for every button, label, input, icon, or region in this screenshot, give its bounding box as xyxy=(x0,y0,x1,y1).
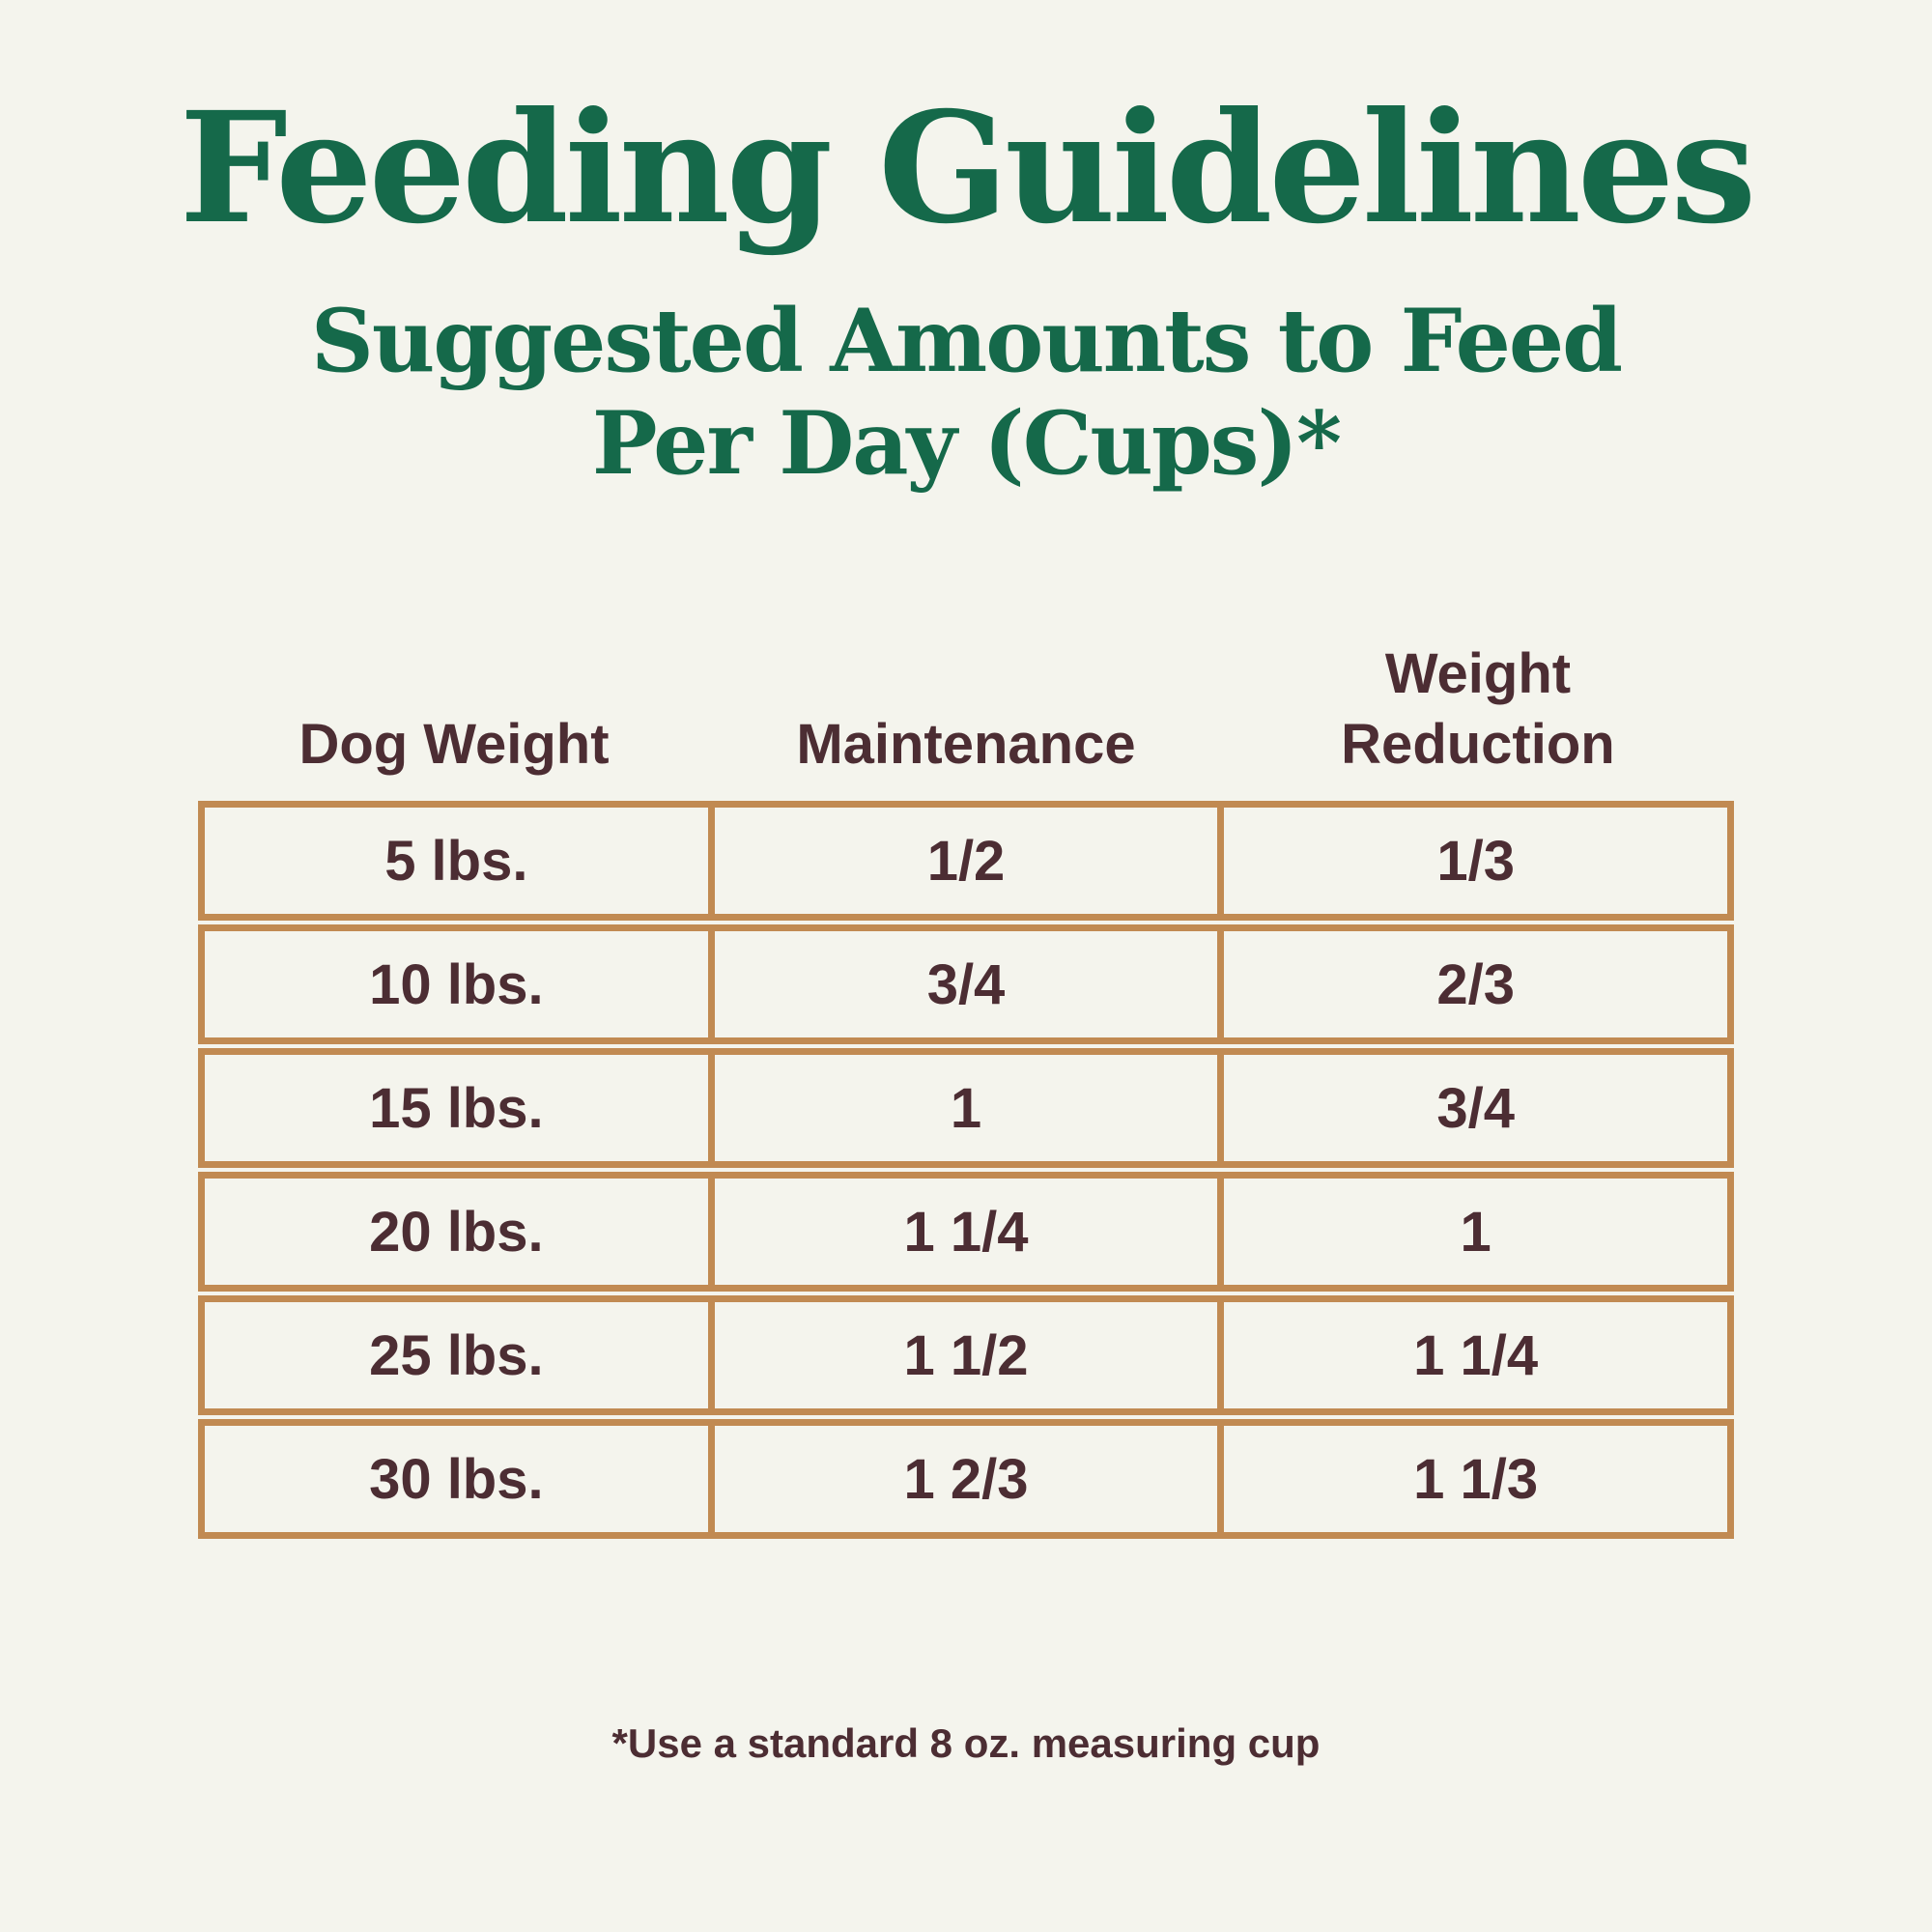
subtitle-line-1: Suggested Amounts to Feed xyxy=(310,289,1623,392)
column-header-maintenance: Maintenance xyxy=(710,710,1222,781)
table-row: 15 lbs. 1 3/4 xyxy=(198,1048,1734,1169)
table-row: 25 lbs. 1 1/2 1 1/4 xyxy=(198,1295,1734,1416)
cell-weight-reduction: 1 xyxy=(1217,1179,1727,1286)
cell-maintenance: 1 2/3 xyxy=(707,1426,1218,1533)
cell-maintenance: 1 1/2 xyxy=(707,1302,1218,1409)
cell-dog-weight: 10 lbs. xyxy=(369,952,544,1016)
table-row: 20 lbs. 1 1/4 1 xyxy=(198,1172,1734,1293)
column-header-weight-reduction-label: Weight Reduction xyxy=(1341,642,1615,776)
cell-weight-reduction: 3/4 xyxy=(1217,1055,1727,1162)
cell-maintenance: 1/2 xyxy=(707,808,1218,915)
cell-weight-reduction: 1/3 xyxy=(1217,808,1727,915)
column-header-maintenance-label: Maintenance xyxy=(796,712,1136,776)
subtitle-line-2: Per Day (Cups)* xyxy=(591,392,1342,496)
cell-dog-weight: 20 lbs. xyxy=(369,1200,544,1264)
cell-weight-reduction: 1 1/4 xyxy=(1217,1302,1727,1409)
table-row: 10 lbs. 3/4 2/3 xyxy=(198,924,1734,1045)
cell-maintenance: 3/4 xyxy=(707,931,1218,1038)
cell-maintenance: 1 1/4 xyxy=(707,1179,1218,1286)
cell-dog-weight: 25 lbs. xyxy=(369,1323,544,1387)
table-body: 5 lbs. 1/2 1/3 10 lbs. 3/4 2/3 15 lbs. 1 3/4 20 l… xyxy=(198,801,1734,1540)
cell-dog-weight: 30 lbs. xyxy=(369,1447,544,1511)
page-subtitle: Suggested Amounts to Feed Per Day (Cups)* xyxy=(310,289,1623,496)
footnote: *Use a standard 8 oz. measuring cup xyxy=(611,1720,1321,1767)
cell-weight-reduction: 2/3 xyxy=(1217,931,1727,1038)
table-row: 30 lbs. 1 2/3 1 1/3 xyxy=(198,1419,1734,1540)
column-header-dog-weight-label: Dog Weight xyxy=(298,712,610,776)
cell-dog-weight: 15 lbs. xyxy=(369,1076,544,1140)
cell-dog-weight: 5 lbs. xyxy=(384,829,528,893)
page-title: Feeding Guidelines xyxy=(179,79,1757,258)
column-header-weight-reduction: Weight Reduction xyxy=(1222,639,1734,780)
cell-maintenance: 1 xyxy=(707,1055,1218,1162)
cell-weight-reduction: 1 1/3 xyxy=(1217,1426,1727,1533)
column-header-dog-weight: Dog Weight xyxy=(198,710,710,781)
table-header-row: Dog Weight Maintenance Weight Reduction xyxy=(198,639,1734,780)
table-row: 5 lbs. 1/2 1/3 xyxy=(198,801,1734,922)
feeding-table: Dog Weight Maintenance Weight Reduction … xyxy=(198,639,1734,1540)
